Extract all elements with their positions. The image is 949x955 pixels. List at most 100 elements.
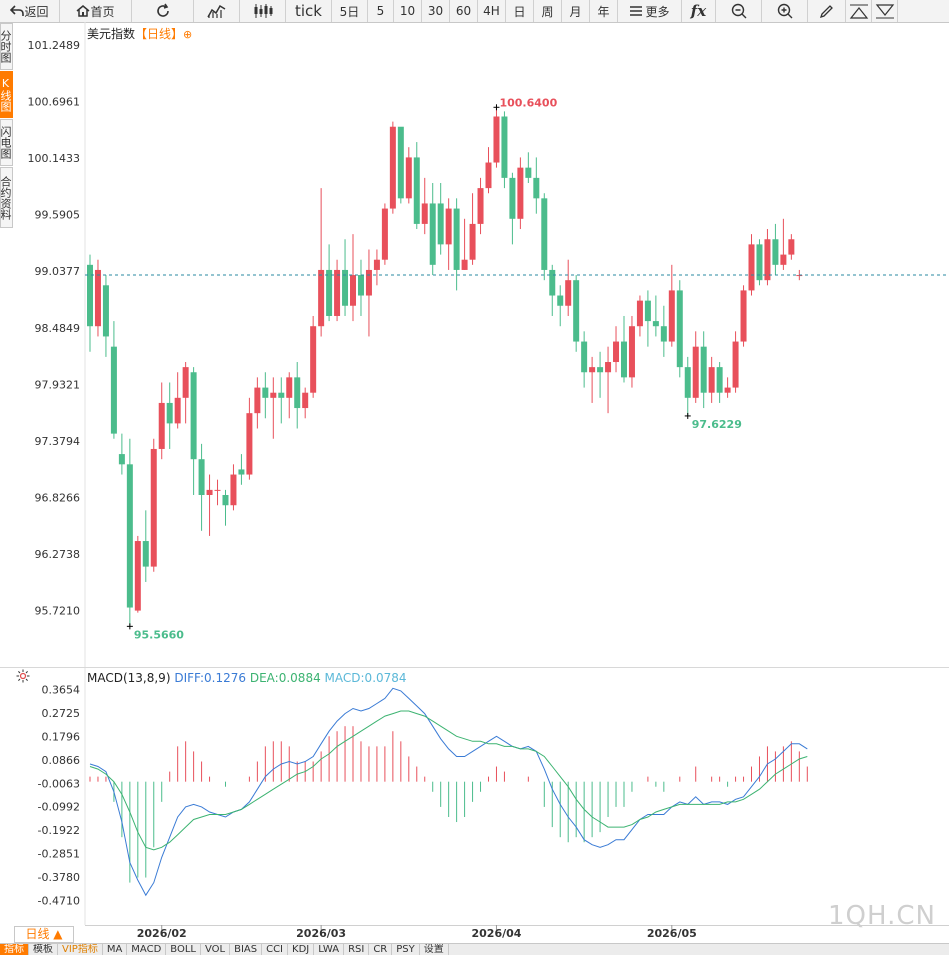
formula-button[interactable]: fx bbox=[682, 0, 716, 22]
candle bbox=[262, 372, 269, 419]
zoom-out-button[interactable] bbox=[716, 0, 762, 22]
back-button[interactable]: 返回 bbox=[0, 0, 60, 22]
tab-indicator[interactable]: 设置 bbox=[420, 944, 449, 955]
tab-indicator[interactable]: BIAS bbox=[230, 944, 263, 955]
pen-icon bbox=[819, 5, 833, 19]
tab-indicator[interactable]: BOLL bbox=[166, 944, 201, 955]
candle bbox=[636, 295, 643, 337]
macd-y-tick-label: -0.0063 bbox=[38, 777, 80, 790]
period-60min[interactable]: 60 bbox=[450, 0, 478, 22]
candle bbox=[318, 188, 325, 337]
candle bbox=[150, 438, 157, 572]
triangle-up-icon bbox=[849, 4, 868, 19]
period-toggle-button[interactable]: 日线 ▲ bbox=[14, 926, 74, 943]
period-5day[interactable]: 5日 bbox=[332, 0, 368, 22]
more-label: 更多 bbox=[645, 4, 670, 19]
sidebar-item-contract[interactable]: 合约资料 bbox=[0, 167, 13, 228]
zoom-out-icon bbox=[731, 3, 746, 19]
period-4h[interactable]: 4H bbox=[478, 0, 506, 22]
period-year[interactable]: 年 bbox=[590, 0, 618, 22]
candle bbox=[102, 275, 109, 357]
tab-indicator[interactable]: MA bbox=[103, 944, 128, 955]
period-5min[interactable]: 5 bbox=[368, 0, 394, 22]
settings-icon[interactable] bbox=[16, 669, 30, 683]
candlestick-button[interactable] bbox=[240, 0, 286, 22]
tab-indicator[interactable]: PSY bbox=[392, 944, 420, 955]
period-30min[interactable]: 30 bbox=[422, 0, 450, 22]
candle bbox=[772, 223, 779, 276]
candle bbox=[302, 387, 309, 419]
period-week[interactable]: 周 bbox=[534, 0, 562, 22]
candlestick-series bbox=[87, 107, 803, 626]
tab-indicator[interactable]: MACD bbox=[127, 944, 167, 955]
candle bbox=[270, 377, 277, 439]
tab-indicator[interactable]: RSI bbox=[344, 944, 370, 955]
candle bbox=[565, 259, 572, 316]
chart-overlay bbox=[85, 104, 949, 630]
expand-icon[interactable]: ⊕ bbox=[183, 28, 193, 41]
tab-indicator[interactable]: KDJ bbox=[288, 944, 315, 955]
zoom-in-button[interactable] bbox=[762, 0, 808, 22]
candle bbox=[134, 535, 141, 613]
candle bbox=[222, 489, 229, 526]
tab-indicator[interactable]: LWA bbox=[314, 944, 345, 955]
line-chart-button[interactable] bbox=[194, 0, 240, 22]
period-month[interactable]: 月 bbox=[562, 0, 590, 22]
candle bbox=[166, 382, 173, 449]
tab-indicator[interactable]: CR bbox=[369, 944, 393, 955]
y-tick-label: 100.1433 bbox=[28, 152, 81, 165]
candle bbox=[501, 111, 508, 189]
sidebar-item-flash[interactable]: 闪电图 bbox=[0, 119, 13, 166]
tab-indicator[interactable]: 指标 bbox=[0, 944, 29, 955]
draw-triangle-button[interactable] bbox=[846, 0, 872, 22]
candle bbox=[453, 198, 460, 291]
candle bbox=[557, 285, 564, 327]
candle bbox=[373, 249, 380, 286]
sidebar-item-kline[interactable]: K线图 bbox=[0, 71, 13, 118]
sidebar-item-timeshare[interactable]: 分时图 bbox=[0, 23, 13, 70]
candle bbox=[437, 182, 444, 255]
macd-macd-value: MACD:0.0784 bbox=[324, 671, 407, 685]
candle bbox=[294, 362, 301, 429]
candle bbox=[381, 203, 388, 265]
period-day[interactable]: 日 bbox=[506, 0, 534, 22]
candle bbox=[357, 259, 364, 316]
macd-y-tick-label: -0.3780 bbox=[38, 871, 80, 884]
candle bbox=[676, 280, 683, 378]
tab-indicator[interactable]: 模板 bbox=[29, 944, 58, 955]
y-tick-label: 100.6961 bbox=[28, 96, 81, 109]
candle bbox=[190, 367, 197, 496]
refresh-button[interactable] bbox=[132, 0, 194, 22]
period-10min[interactable]: 10 bbox=[394, 0, 422, 22]
draw-inverted-triangle-button[interactable] bbox=[872, 0, 898, 22]
home-button[interactable]: 首页 bbox=[60, 0, 132, 22]
y-tick-label: 101.2489 bbox=[28, 39, 81, 52]
tab-indicator[interactable]: CCI bbox=[262, 944, 289, 955]
back-label: 返回 bbox=[24, 4, 49, 19]
candle bbox=[118, 433, 125, 475]
draw-line-button[interactable] bbox=[808, 0, 846, 22]
tab-indicator[interactable]: VOL bbox=[201, 944, 231, 955]
candle bbox=[724, 377, 731, 398]
y-tick-label: 97.3794 bbox=[35, 435, 81, 448]
candle bbox=[620, 315, 627, 383]
candle bbox=[334, 259, 341, 322]
candle bbox=[278, 377, 285, 424]
candlestick-icon bbox=[254, 4, 272, 18]
candle bbox=[788, 234, 795, 260]
macd-y-tick-label: 0.3654 bbox=[42, 684, 81, 697]
tab-indicator[interactable]: VIP指标 bbox=[58, 944, 103, 955]
tick-button[interactable]: tick bbox=[286, 0, 332, 22]
x-axis-label: 2026/04 bbox=[471, 927, 521, 940]
more-button[interactable]: 更多 bbox=[618, 0, 682, 22]
chart-header: 美元指数【日线】⊕ bbox=[87, 25, 192, 42]
candle bbox=[756, 239, 763, 286]
indicator-tabs: 指标 模板 VIP指标 MA MACD BOLL VOL BIAS CCI KDJ LWA RSI CR… bbox=[0, 943, 949, 955]
candle bbox=[445, 198, 452, 270]
candle bbox=[748, 234, 755, 296]
candle bbox=[87, 254, 93, 352]
candle bbox=[214, 479, 221, 506]
candle bbox=[350, 234, 357, 322]
candle bbox=[389, 121, 396, 214]
